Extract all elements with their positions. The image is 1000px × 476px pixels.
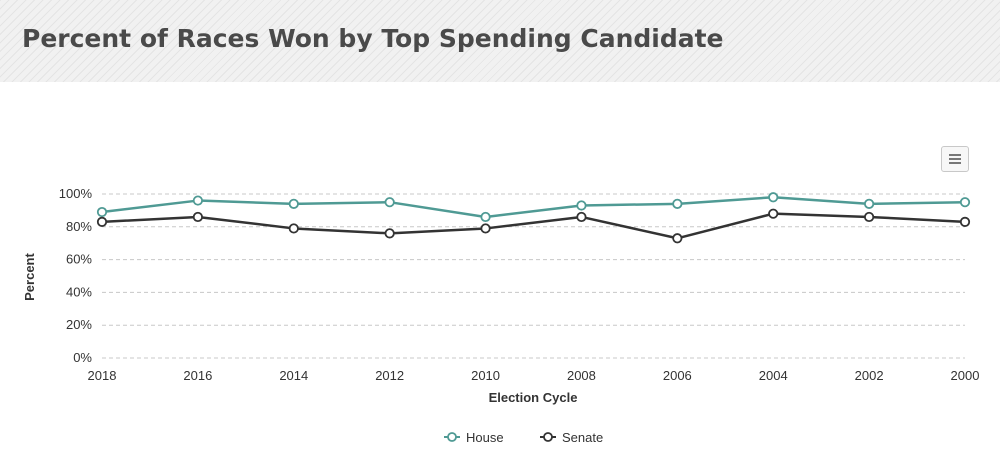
house-data-point[interactable] xyxy=(192,195,203,206)
y-tick-label: 100% xyxy=(59,186,93,201)
y-axis-title: Percent xyxy=(22,252,37,300)
house-data-point[interactable] xyxy=(864,198,875,209)
x-axis-ticks: 2018 2016 2014 2012 2010 2008 2006 2004 2002 2000 xyxy=(88,368,980,383)
house-data-point[interactable] xyxy=(959,197,971,208)
x-tick-label: 2000 xyxy=(951,368,980,383)
legend-item-senate[interactable]: Senate xyxy=(540,430,603,445)
senate-data-point[interactable] xyxy=(864,211,875,223)
x-tick-label: 2004 xyxy=(759,368,788,383)
house-data-point[interactable] xyxy=(768,192,779,203)
hamburger-menu-icon xyxy=(949,154,961,164)
senate-data-point[interactable] xyxy=(480,223,491,234)
senate-data-point[interactable] xyxy=(384,228,395,239)
grid-lines xyxy=(102,193,965,359)
legend-swatch-marker xyxy=(447,432,457,442)
house-data-point[interactable] xyxy=(384,197,395,208)
senate-data-point[interactable] xyxy=(768,208,779,219)
y-tick-label: 80% xyxy=(66,219,92,234)
title-banner: Percent of Races Won by Top Spending Can… xyxy=(0,0,1000,82)
house-data-point[interactable] xyxy=(288,198,299,209)
y-tick-label: 20% xyxy=(66,317,92,332)
x-tick-label: 2016 xyxy=(183,368,212,383)
senate-data-point[interactable] xyxy=(672,233,683,244)
legend-item-house[interactable]: House xyxy=(444,430,504,445)
senate-data-point[interactable] xyxy=(576,211,587,223)
x-tick-label: 2006 xyxy=(663,368,692,383)
series-lines xyxy=(101,196,966,240)
house-data-point[interactable] xyxy=(576,200,587,211)
senate-data-point[interactable] xyxy=(959,216,971,227)
legend-label: Senate xyxy=(562,430,603,445)
senate-data-point[interactable] xyxy=(96,216,108,227)
senate-data-point[interactable] xyxy=(192,211,203,223)
house-data-point[interactable] xyxy=(672,198,683,209)
legend-swatch-marker xyxy=(543,432,553,442)
x-tick-label: 2018 xyxy=(88,368,117,383)
x-tick-label: 2014 xyxy=(279,368,308,383)
y-tick-label: 0% xyxy=(73,350,92,365)
senate-data-point[interactable] xyxy=(288,223,299,234)
series-points xyxy=(96,192,971,244)
house-series-line xyxy=(101,196,966,219)
y-axis-ticks: 0% 20% 40% 60% 80% 100% xyxy=(59,186,93,365)
page-title: Percent of Races Won by Top Spending Can… xyxy=(22,24,724,53)
x-tick-label: 2010 xyxy=(471,368,500,383)
x-axis-title: Election Cycle xyxy=(489,390,578,405)
house-data-point[interactable] xyxy=(96,206,108,218)
chart-menu-button[interactable] xyxy=(941,146,969,172)
y-tick-label: 60% xyxy=(66,252,92,267)
senate-series-line xyxy=(101,212,966,240)
x-tick-label: 2008 xyxy=(567,368,596,383)
legend: House Senate xyxy=(444,430,603,445)
x-tick-label: 2002 xyxy=(855,368,884,383)
legend-label: House xyxy=(466,430,504,445)
house-data-point[interactable] xyxy=(480,211,491,223)
x-tick-label: 2012 xyxy=(375,368,404,383)
y-tick-label: 40% xyxy=(66,284,92,299)
